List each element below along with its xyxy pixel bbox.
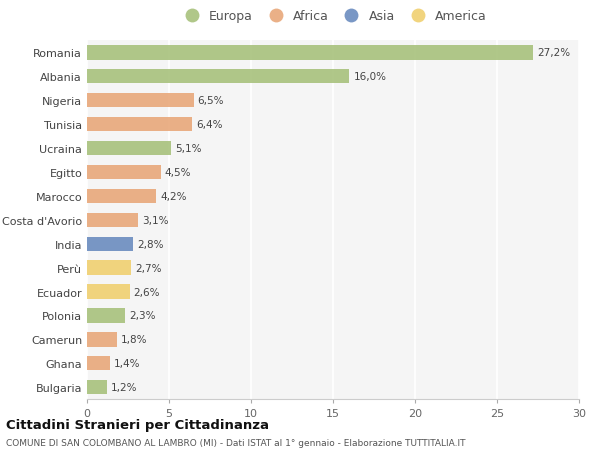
Bar xyxy=(87,94,194,108)
Bar xyxy=(87,380,107,395)
Text: 6,4%: 6,4% xyxy=(196,120,223,130)
Bar xyxy=(87,237,133,252)
Text: 6,5%: 6,5% xyxy=(198,96,224,106)
Bar xyxy=(87,261,131,275)
Bar xyxy=(87,356,110,371)
Text: Cittadini Stranieri per Cittadinanza: Cittadini Stranieri per Cittadinanza xyxy=(6,418,269,431)
Text: 3,1%: 3,1% xyxy=(142,215,169,225)
Text: 2,6%: 2,6% xyxy=(134,287,160,297)
Text: 2,3%: 2,3% xyxy=(129,311,155,321)
Bar xyxy=(87,70,349,84)
Text: 1,8%: 1,8% xyxy=(121,335,147,345)
Text: 1,2%: 1,2% xyxy=(111,382,137,392)
Text: 4,5%: 4,5% xyxy=(165,168,191,178)
Bar xyxy=(87,46,533,61)
Text: 16,0%: 16,0% xyxy=(353,72,386,82)
Bar xyxy=(87,189,156,204)
Bar xyxy=(87,285,130,299)
Bar xyxy=(87,165,161,180)
Bar xyxy=(87,141,170,156)
Text: 2,8%: 2,8% xyxy=(137,239,164,249)
Legend: Europa, Africa, Asia, America: Europa, Africa, Asia, America xyxy=(174,5,492,28)
Text: COMUNE DI SAN COLOMBANO AL LAMBRO (MI) - Dati ISTAT al 1° gennaio - Elaborazione: COMUNE DI SAN COLOMBANO AL LAMBRO (MI) -… xyxy=(6,438,466,448)
Bar xyxy=(87,118,192,132)
Bar xyxy=(87,213,138,228)
Text: 1,4%: 1,4% xyxy=(114,358,140,369)
Bar xyxy=(87,308,125,323)
Text: 2,7%: 2,7% xyxy=(136,263,162,273)
Bar xyxy=(87,332,116,347)
Text: 27,2%: 27,2% xyxy=(537,48,571,58)
Text: 5,1%: 5,1% xyxy=(175,144,201,154)
Text: 4,2%: 4,2% xyxy=(160,191,187,202)
